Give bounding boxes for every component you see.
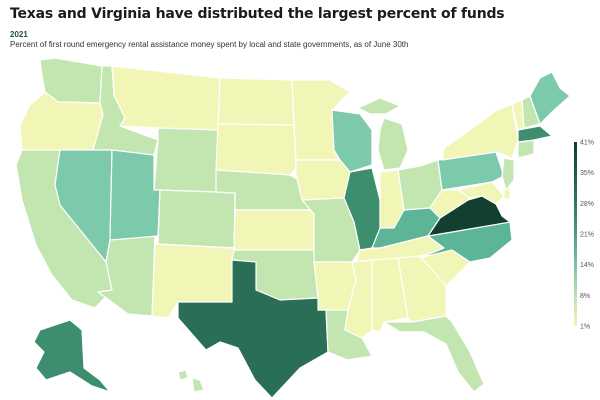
chart-year: 2021 [10, 30, 28, 39]
legend-tick-label: 28% [580, 201, 594, 208]
legend-tick-label: 21% [580, 232, 594, 239]
state-CO[interactable] [157, 189, 236, 249]
state-MT[interactable] [111, 65, 221, 131]
state-KS[interactable] [233, 209, 315, 251]
state-MD[interactable] [457, 181, 505, 205]
state-UT[interactable] [109, 149, 161, 241]
state-ND[interactable] [217, 77, 295, 126]
state-NY[interactable] [441, 103, 519, 161]
chart-subtitle: Percent of first round emergency rental … [10, 40, 409, 49]
legend-tick-label: 41% [580, 140, 594, 147]
state-TX[interactable] [177, 259, 329, 399]
state-IA[interactable] [295, 159, 351, 201]
legend-tick-label: 1% [580, 324, 590, 331]
state-VA[interactable] [427, 195, 511, 237]
legend-tick-label: 8% [580, 293, 590, 300]
state-WY[interactable] [153, 127, 219, 193]
state-ME[interactable] [529, 71, 571, 125]
color-legend: 41% 35% 28% 21% 14% 8% 1% [574, 140, 594, 331]
state-HI-2[interactable] [191, 377, 205, 393]
state-CT[interactable] [517, 139, 535, 159]
state-AK[interactable] [33, 319, 111, 393]
state-WI[interactable] [331, 109, 373, 173]
state-NJ[interactable] [501, 157, 515, 191]
state-HI-1[interactable] [177, 369, 189, 381]
state-MA[interactable] [517, 125, 553, 143]
legend-color-bar [574, 142, 577, 326]
legend-tick-label: 35% [580, 170, 594, 177]
state-MI[interactable] [377, 117, 409, 171]
chart-title: Texas and Virginia have distributed the … [10, 6, 505, 22]
state-MI-upper[interactable] [357, 97, 401, 115]
legend-tick-label: 14% [580, 262, 594, 269]
state-FL[interactable] [383, 315, 485, 393]
state-SD[interactable] [215, 123, 297, 176]
